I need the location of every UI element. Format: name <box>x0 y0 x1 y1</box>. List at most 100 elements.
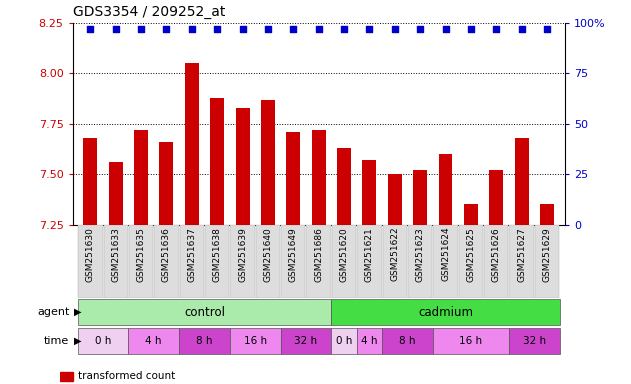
FancyBboxPatch shape <box>307 225 331 298</box>
FancyBboxPatch shape <box>357 225 382 298</box>
FancyBboxPatch shape <box>331 299 560 325</box>
Text: control: control <box>184 306 225 318</box>
Point <box>339 26 349 32</box>
Point <box>237 26 247 32</box>
Text: 8 h: 8 h <box>196 336 213 346</box>
Bar <box>235 108 249 384</box>
FancyBboxPatch shape <box>205 225 229 298</box>
FancyBboxPatch shape <box>281 328 331 354</box>
Point <box>491 26 501 32</box>
FancyBboxPatch shape <box>78 299 331 325</box>
Text: GSM251629: GSM251629 <box>543 227 551 281</box>
Text: GDS3354 / 209252_at: GDS3354 / 209252_at <box>73 5 225 19</box>
Text: GSM251624: GSM251624 <box>441 227 450 281</box>
Bar <box>210 98 224 384</box>
Point <box>542 26 552 32</box>
FancyBboxPatch shape <box>154 225 179 298</box>
FancyBboxPatch shape <box>509 225 534 298</box>
Text: cadmium: cadmium <box>418 306 473 318</box>
Text: agent: agent <box>37 307 69 317</box>
Text: 16 h: 16 h <box>244 336 267 346</box>
Point <box>517 26 527 32</box>
Bar <box>337 148 351 384</box>
Text: ▶: ▶ <box>74 336 81 346</box>
Text: 8 h: 8 h <box>399 336 416 346</box>
Text: GSM251627: GSM251627 <box>517 227 526 281</box>
FancyBboxPatch shape <box>484 225 509 298</box>
FancyBboxPatch shape <box>179 328 230 354</box>
Text: GSM251625: GSM251625 <box>466 227 475 281</box>
Point <box>314 26 324 32</box>
Text: GSM251635: GSM251635 <box>136 227 146 282</box>
Text: transformed count: transformed count <box>78 371 175 381</box>
FancyBboxPatch shape <box>230 328 281 354</box>
Bar <box>439 154 452 384</box>
Text: GSM251649: GSM251649 <box>289 227 298 281</box>
FancyBboxPatch shape <box>509 328 560 354</box>
Point <box>288 26 298 32</box>
Text: 16 h: 16 h <box>459 336 483 346</box>
FancyBboxPatch shape <box>331 328 357 354</box>
FancyBboxPatch shape <box>433 328 509 354</box>
Bar <box>464 205 478 384</box>
Point <box>263 26 273 32</box>
Text: GSM251686: GSM251686 <box>314 227 323 282</box>
Point <box>440 26 451 32</box>
FancyBboxPatch shape <box>230 225 255 298</box>
Text: 4 h: 4 h <box>146 336 162 346</box>
Bar <box>312 130 326 384</box>
FancyBboxPatch shape <box>459 225 483 298</box>
Point <box>187 26 197 32</box>
Text: GSM251623: GSM251623 <box>416 227 425 281</box>
FancyBboxPatch shape <box>382 225 407 298</box>
Text: GSM251622: GSM251622 <box>390 227 399 281</box>
Bar <box>261 100 275 384</box>
Text: GSM251638: GSM251638 <box>213 227 221 282</box>
Text: 0 h: 0 h <box>336 336 352 346</box>
FancyBboxPatch shape <box>180 225 204 298</box>
Bar <box>515 138 529 384</box>
Bar <box>286 132 300 384</box>
Point <box>364 26 374 32</box>
Bar <box>413 170 427 384</box>
FancyBboxPatch shape <box>256 225 280 298</box>
FancyBboxPatch shape <box>433 225 457 298</box>
FancyBboxPatch shape <box>535 225 559 298</box>
Bar <box>388 174 402 384</box>
FancyBboxPatch shape <box>103 225 128 298</box>
Text: 32 h: 32 h <box>522 336 546 346</box>
Bar <box>160 142 174 384</box>
Text: 4 h: 4 h <box>361 336 377 346</box>
Point <box>110 26 121 32</box>
FancyBboxPatch shape <box>78 225 102 298</box>
FancyBboxPatch shape <box>357 328 382 354</box>
Text: GSM251633: GSM251633 <box>111 227 120 282</box>
Point <box>415 26 425 32</box>
Bar <box>489 170 504 384</box>
FancyBboxPatch shape <box>332 225 357 298</box>
Text: 32 h: 32 h <box>295 336 317 346</box>
Bar <box>362 160 376 384</box>
Bar <box>185 63 199 384</box>
Bar <box>83 138 97 384</box>
Point <box>162 26 172 32</box>
Point <box>85 26 95 32</box>
Bar <box>540 205 554 384</box>
FancyBboxPatch shape <box>281 225 305 298</box>
Text: GSM251637: GSM251637 <box>187 227 196 282</box>
Point <box>466 26 476 32</box>
Bar <box>60 372 73 381</box>
Text: GSM251620: GSM251620 <box>339 227 348 281</box>
FancyBboxPatch shape <box>129 225 153 298</box>
FancyBboxPatch shape <box>382 328 433 354</box>
FancyBboxPatch shape <box>408 225 432 298</box>
Text: GSM251626: GSM251626 <box>492 227 501 281</box>
Point <box>212 26 222 32</box>
Text: GSM251636: GSM251636 <box>162 227 171 282</box>
Text: GSM251630: GSM251630 <box>86 227 95 282</box>
Bar <box>109 162 122 384</box>
Text: GSM251640: GSM251640 <box>263 227 273 281</box>
Text: 0 h: 0 h <box>95 336 111 346</box>
Text: GSM251639: GSM251639 <box>238 227 247 282</box>
Text: ▶: ▶ <box>74 307 81 317</box>
